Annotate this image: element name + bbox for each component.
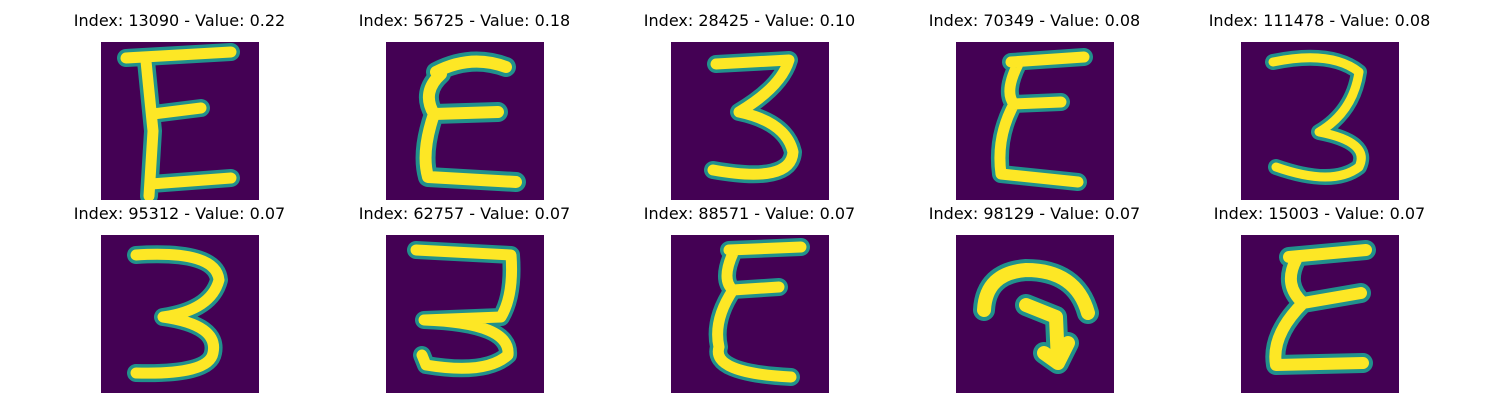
digit-image: [386, 235, 544, 393]
sample-cell: Index: 70349 - Value: 0.08: [892, 8, 1177, 200]
sample-cell: Index: 15003 - Value: 0.07: [1177, 201, 1462, 393]
sample-title: Index: 62757 - Value: 0.07: [358, 204, 571, 223]
sample-title: Index: 56725 - Value: 0.18: [358, 11, 571, 30]
sample-title: Index: 95312 - Value: 0.07: [73, 204, 286, 223]
sample-title: Index: 98129 - Value: 0.07: [928, 204, 1141, 223]
digit-image: [1241, 42, 1399, 200]
digit-image: [101, 235, 259, 393]
sample-cell: Index: 28425 - Value: 0.10: [607, 8, 892, 200]
digit-image: [101, 42, 259, 200]
sample-cell: Index: 98129 - Value: 0.07: [892, 201, 1177, 393]
digit-image: [1241, 235, 1399, 393]
digit-image: [386, 42, 544, 200]
digit-image: [956, 42, 1114, 200]
digit-image: [671, 235, 829, 393]
sample-cell: Index: 88571 - Value: 0.07: [607, 201, 892, 393]
sample-title: Index: 28425 - Value: 0.10: [643, 11, 856, 30]
sample-title: Index: 15003 - Value: 0.07: [1213, 204, 1426, 223]
sample-title: Index: 111478 - Value: 0.08: [1208, 11, 1431, 30]
sample-cell: Index: 56725 - Value: 0.18: [322, 8, 607, 200]
sample-cell: Index: 111478 - Value: 0.08: [1177, 8, 1462, 200]
sample-cell: Index: 95312 - Value: 0.07: [37, 201, 322, 393]
sample-title: Index: 13090 - Value: 0.22: [73, 11, 286, 30]
digit-image: [671, 42, 829, 200]
sample-cell: Index: 13090 - Value: 0.22: [37, 8, 322, 200]
sample-title: Index: 70349 - Value: 0.08: [928, 11, 1141, 30]
sample-title: Index: 88571 - Value: 0.07: [643, 204, 856, 223]
sample-cell: Index: 62757 - Value: 0.07: [322, 201, 607, 393]
digit-image: [956, 235, 1114, 393]
